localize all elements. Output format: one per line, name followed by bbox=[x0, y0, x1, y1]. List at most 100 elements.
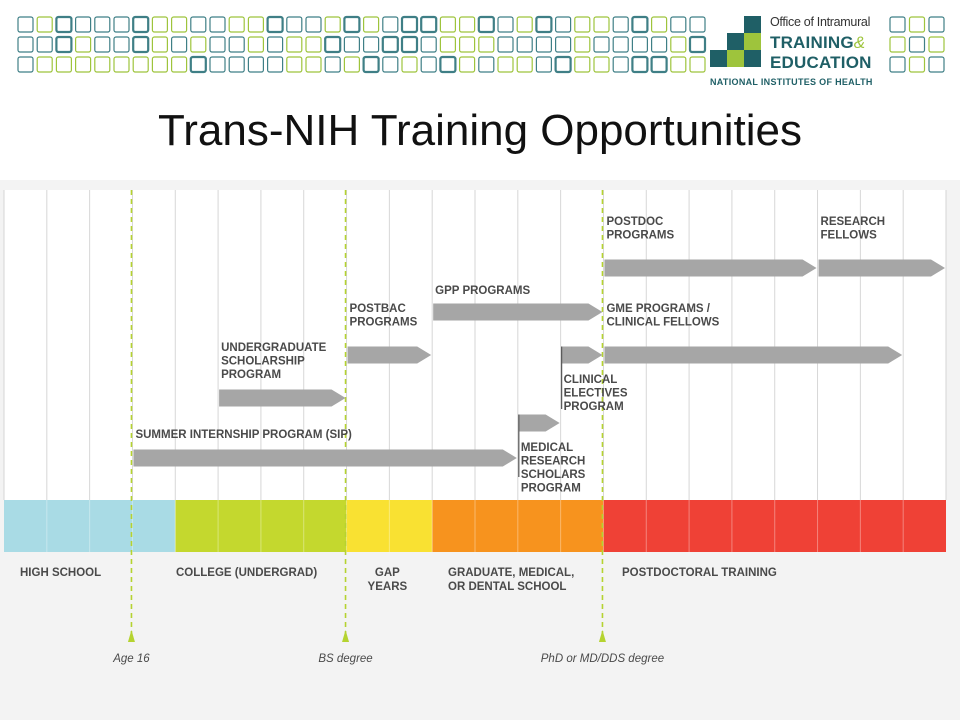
program-label-line: PROGRAM bbox=[221, 369, 281, 381]
pattern-square bbox=[928, 56, 945, 73]
pattern-square bbox=[36, 56, 53, 73]
program-arrow bbox=[347, 346, 432, 364]
pattern-square bbox=[928, 36, 945, 53]
timeline-svg: HIGH SCHOOL COLLEGE (UNDERGRAD) GAP YEARS GR… bbox=[3, 190, 947, 665]
pattern-square bbox=[171, 56, 188, 73]
pattern-square bbox=[151, 56, 168, 73]
pattern-square bbox=[497, 56, 514, 73]
stage-band bbox=[175, 500, 347, 552]
pattern-square bbox=[74, 56, 92, 73]
pattern-square bbox=[908, 56, 926, 73]
pattern-square bbox=[670, 56, 687, 73]
stage-label-line: GAP bbox=[375, 567, 400, 579]
pattern-square bbox=[324, 35, 342, 54]
pattern-square bbox=[670, 16, 687, 33]
pattern-square bbox=[55, 15, 73, 34]
pattern-square bbox=[286, 36, 303, 53]
pattern-square bbox=[631, 15, 649, 34]
milestone-label: BS degree bbox=[318, 653, 372, 665]
pattern-square bbox=[113, 16, 130, 33]
pattern-square bbox=[497, 36, 514, 53]
pattern-square bbox=[132, 35, 150, 54]
pattern-square bbox=[209, 56, 226, 73]
program-label-line: PROGRAM bbox=[521, 483, 581, 495]
pattern-square bbox=[247, 16, 264, 33]
pattern-square bbox=[228, 16, 245, 33]
program-label-line: PROGRAM bbox=[564, 401, 624, 413]
pattern-square bbox=[267, 56, 284, 73]
pattern-square bbox=[439, 36, 456, 53]
milestone-label: Age 16 bbox=[112, 653, 150, 665]
program-arrow bbox=[133, 449, 517, 467]
pattern-square bbox=[420, 15, 438, 34]
pattern-square bbox=[94, 16, 111, 33]
pattern-square bbox=[650, 36, 668, 53]
pattern-square bbox=[324, 56, 341, 73]
pattern-square bbox=[908, 36, 926, 53]
pattern-square bbox=[363, 36, 380, 53]
pattern-square bbox=[305, 16, 322, 33]
pattern-square bbox=[459, 36, 476, 53]
pattern-square bbox=[593, 16, 610, 33]
oite-logo: Office of Intramural TRAINING& EDUCATION… bbox=[710, 14, 890, 94]
pattern-square bbox=[574, 16, 591, 33]
stage-band bbox=[4, 500, 176, 552]
milestone-marker bbox=[342, 630, 350, 642]
pattern-square bbox=[516, 36, 533, 53]
pattern-square bbox=[593, 36, 610, 53]
program-label: GPP PROGRAMS bbox=[435, 285, 530, 297]
pattern-square bbox=[343, 15, 361, 34]
pattern-square bbox=[631, 36, 649, 53]
pattern-square bbox=[631, 55, 649, 74]
program-arrow bbox=[518, 414, 560, 432]
milestone-marker bbox=[127, 630, 135, 642]
program-label-line: GPP PROGRAMS bbox=[435, 285, 530, 297]
program-label: UNDERGRADUATE SCHOLARSHIP PROGRAM bbox=[221, 342, 327, 381]
pattern-square bbox=[151, 36, 168, 53]
pattern-square bbox=[382, 56, 399, 73]
pattern-square bbox=[688, 35, 707, 54]
pattern-square bbox=[94, 36, 111, 53]
pattern-square bbox=[267, 36, 284, 53]
logo-ampersand: & bbox=[853, 33, 866, 52]
pattern-square bbox=[401, 56, 418, 73]
stage-band bbox=[432, 500, 604, 552]
program-label-line: PROGRAMS bbox=[350, 317, 418, 329]
pattern-square bbox=[247, 56, 264, 73]
program-label: RESEARCH FELLOWS bbox=[821, 216, 886, 242]
stage-label-line: COLLEGE (UNDERGRAD) bbox=[176, 567, 317, 579]
milestone-marker bbox=[598, 630, 606, 642]
stage-label-line: OR DENTAL SCHOOL bbox=[448, 581, 566, 593]
pattern-square bbox=[459, 56, 476, 73]
program-label-line: SCHOLARS bbox=[521, 469, 586, 481]
training-timeline-diagram: HIGH SCHOOL COLLEGE (UNDERGRAD) GAP YEARS GR… bbox=[0, 180, 960, 720]
pattern-square bbox=[478, 36, 495, 53]
pattern-square bbox=[171, 36, 188, 53]
pattern-square bbox=[535, 15, 553, 34]
program-label-line: CLINICAL bbox=[564, 374, 618, 386]
pattern-square bbox=[247, 36, 264, 53]
logo-institute-text: NATIONAL INSTITUTES OF HEALTH bbox=[710, 77, 873, 87]
pattern-square bbox=[554, 55, 572, 74]
stage-label-line: GRADUATE, MEDICAL, bbox=[448, 567, 574, 579]
pattern-square bbox=[420, 56, 437, 73]
pattern-square bbox=[209, 36, 226, 53]
logo-squares-icon bbox=[710, 16, 761, 67]
pattern-square bbox=[439, 55, 457, 74]
pattern-square bbox=[17, 16, 34, 33]
stage-label: GRADUATE, MEDICAL, OR DENTAL SCHOOL bbox=[448, 567, 574, 593]
program-label-line: POSTDOC bbox=[606, 216, 663, 228]
pattern-square bbox=[420, 36, 437, 53]
pattern-square bbox=[113, 36, 130, 53]
stage-band bbox=[346, 500, 433, 552]
pattern-square bbox=[228, 36, 245, 53]
milestone-label: PhD or MD/DDS degree bbox=[541, 653, 664, 665]
pattern-square bbox=[650, 55, 668, 74]
stage-label: GAP YEARS bbox=[368, 567, 408, 593]
pattern-square bbox=[343, 36, 360, 53]
pattern-square bbox=[593, 56, 610, 73]
pattern-square bbox=[928, 16, 945, 33]
stage-label: HIGH SCHOOL bbox=[20, 567, 101, 579]
program-arrow bbox=[561, 346, 603, 364]
pattern-square bbox=[689, 16, 706, 33]
